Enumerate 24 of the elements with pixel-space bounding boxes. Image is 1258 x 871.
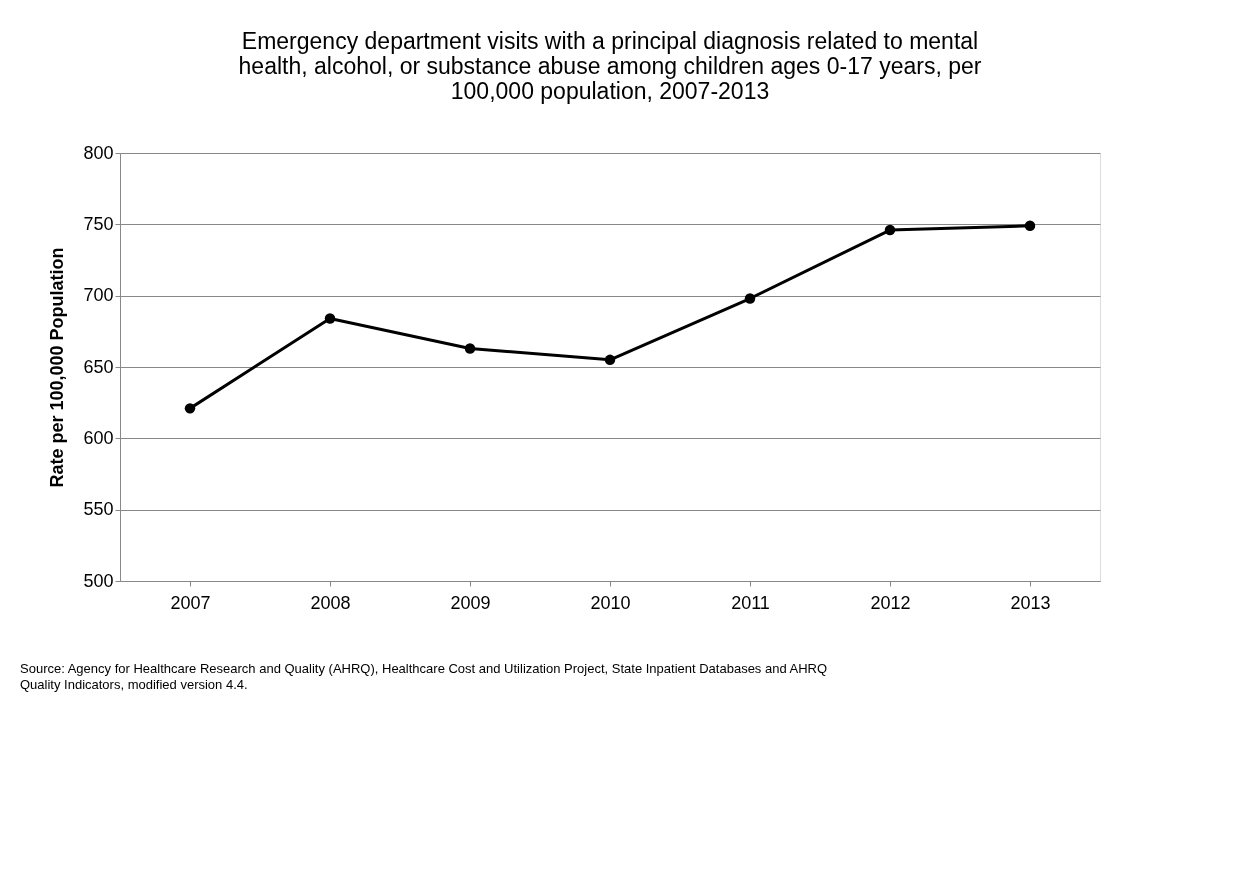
x-tick-label: 2012 (870, 592, 911, 613)
y-tick-label: 700 (83, 285, 114, 306)
point (1024, 220, 1036, 231)
x-tick-label: 2007 (170, 592, 211, 613)
point (744, 293, 756, 304)
y-axis-title: Rate per 100,000 Population (47, 247, 68, 488)
source-note: Source: Agency for Healthcare Research and Quality (AHRQ), Healthcare Cost and Utilization Project, State Inpatient Databases and AHRQ Quality Indicators, modified version 4.4. (20, 661, 828, 692)
point (604, 354, 616, 366)
x-tick-label: 2011 (731, 592, 770, 613)
point (324, 313, 336, 324)
point (464, 343, 476, 354)
y-tick-label: 500 (83, 570, 114, 591)
y-tick-label: 800 (83, 142, 114, 163)
x-tick-label: 2008 (310, 592, 351, 613)
y-tick-label: 750 (83, 213, 114, 234)
point (884, 224, 896, 236)
chart-title: Emergency department visits with a principal diagnosis related to mental health, alcohol, or substance abuse among children ages 0-17 years, per 100,000 population, 2007-2013 (238, 28, 982, 104)
x-tick-label: 2013 (1010, 592, 1051, 613)
y-tick-label: 650 (83, 356, 114, 377)
y-tick-label: 600 (83, 427, 114, 448)
y-tick-label: 550 (83, 499, 114, 520)
x-tick-label: 2009 (450, 592, 491, 613)
point (184, 403, 196, 414)
x-tick-label: 2010 (590, 592, 631, 613)
